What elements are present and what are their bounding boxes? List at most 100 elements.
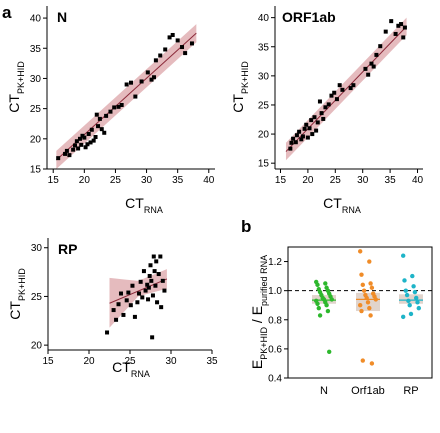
- data-point: [162, 288, 167, 293]
- data-point: [393, 31, 398, 36]
- y-tick-label: 25: [30, 104, 42, 115]
- data-point: [401, 253, 406, 258]
- x-tick-label: 20: [302, 175, 314, 186]
- data-point: [77, 136, 82, 141]
- data-point: [89, 127, 94, 132]
- data-point: [150, 335, 155, 340]
- data-point: [170, 32, 175, 37]
- data-point: [367, 305, 372, 311]
- y-axis-label-sub: PK+HID: [17, 268, 27, 301]
- data-point: [64, 148, 69, 153]
- x-tick-label: 30: [357, 175, 369, 186]
- data-point: [315, 120, 320, 125]
- y-axis-label-main: CT: [6, 94, 22, 113]
- data-point: [153, 283, 158, 288]
- data-point: [291, 136, 296, 141]
- data-point: [149, 278, 154, 283]
- data-point: [97, 116, 102, 121]
- efficiency-ratio-plot: 0.4 0.6 0.8 1.0 1.2 N Orf1ab RP EPK+HID / Epurif…: [249, 246, 433, 397]
- y-tick-label: 40: [30, 14, 42, 25]
- data-point: [401, 35, 406, 40]
- data-point: [369, 285, 375, 290]
- x-tick-label: 25: [330, 175, 342, 186]
- x-axis-label: CTRNA: [112, 359, 150, 379]
- x-tick-label: 30: [165, 356, 177, 367]
- data-point: [327, 349, 332, 354]
- data-point: [146, 285, 151, 290]
- data-point: [307, 126, 312, 131]
- data-point: [310, 132, 315, 137]
- x-axis-label-sub: RNA: [342, 205, 361, 215]
- y-axis-label-sub: PK+HID: [16, 61, 26, 94]
- y-tick-label: 20: [258, 130, 270, 141]
- data-point: [145, 70, 150, 75]
- data-point: [183, 51, 188, 56]
- x-tick-label: 25: [110, 175, 122, 186]
- data-point: [118, 291, 123, 296]
- data-point: [124, 298, 129, 303]
- data-point: [138, 279, 143, 284]
- x-tick-label: 35: [385, 175, 397, 186]
- data-point: [411, 284, 416, 289]
- data-point: [348, 86, 353, 91]
- x-tick-label: 25: [124, 356, 136, 367]
- data-point: [316, 305, 321, 311]
- data-point: [334, 97, 339, 102]
- y-axis-label: EPK+HID / Epurified RNA: [249, 255, 269, 369]
- data-point: [151, 254, 156, 259]
- data-point: [114, 317, 119, 322]
- data-point: [63, 151, 68, 156]
- data-point: [378, 44, 383, 49]
- data-point: [56, 156, 61, 161]
- y-tick-label: 1.2: [268, 257, 282, 268]
- category-label: RP: [403, 385, 418, 397]
- y-tick-label: 30: [31, 243, 43, 254]
- panel-label-b: b: [241, 217, 251, 236]
- data-point: [154, 259, 159, 264]
- y-axis-label-sub2: purified RNA: [259, 255, 269, 306]
- data-point: [407, 303, 412, 308]
- data-point: [312, 115, 317, 120]
- data-point: [302, 126, 307, 131]
- data-point: [329, 93, 334, 98]
- data-point: [293, 140, 298, 145]
- data-point: [180, 45, 185, 50]
- data-point: [76, 146, 81, 151]
- data-point: [399, 22, 404, 27]
- data-point: [365, 300, 371, 305]
- data-point: [363, 66, 368, 71]
- data-point: [323, 281, 328, 286]
- data-point: [329, 297, 334, 302]
- x-tick-label: 15: [42, 356, 54, 367]
- y-tick-label: 20: [30, 134, 42, 145]
- data-point: [323, 105, 328, 110]
- data-point: [158, 254, 163, 259]
- y-axis-label-main: E: [249, 360, 265, 369]
- data-point: [116, 302, 121, 307]
- data-point: [359, 308, 364, 314]
- data-point: [368, 281, 373, 286]
- y-axis-label: CTPK+HID: [230, 61, 250, 113]
- data-point: [371, 64, 376, 69]
- data-point: [146, 297, 151, 302]
- data-point: [374, 52, 379, 57]
- data-point: [149, 77, 154, 82]
- data-point: [359, 272, 364, 277]
- x-tick-label: 15: [275, 175, 287, 186]
- data-point: [156, 272, 161, 277]
- y-tick-label: 40: [258, 13, 270, 24]
- data-point: [155, 300, 160, 305]
- x-axis-label: CTRNA: [125, 195, 163, 215]
- y-tick-label: 35: [30, 44, 42, 55]
- y-tick-label: 25: [258, 100, 270, 111]
- data-point: [102, 130, 107, 135]
- data-point: [105, 330, 110, 335]
- data-point: [300, 134, 305, 139]
- y-axis-label-main: CT: [7, 301, 23, 320]
- data-point: [289, 140, 294, 145]
- data-point: [152, 269, 157, 274]
